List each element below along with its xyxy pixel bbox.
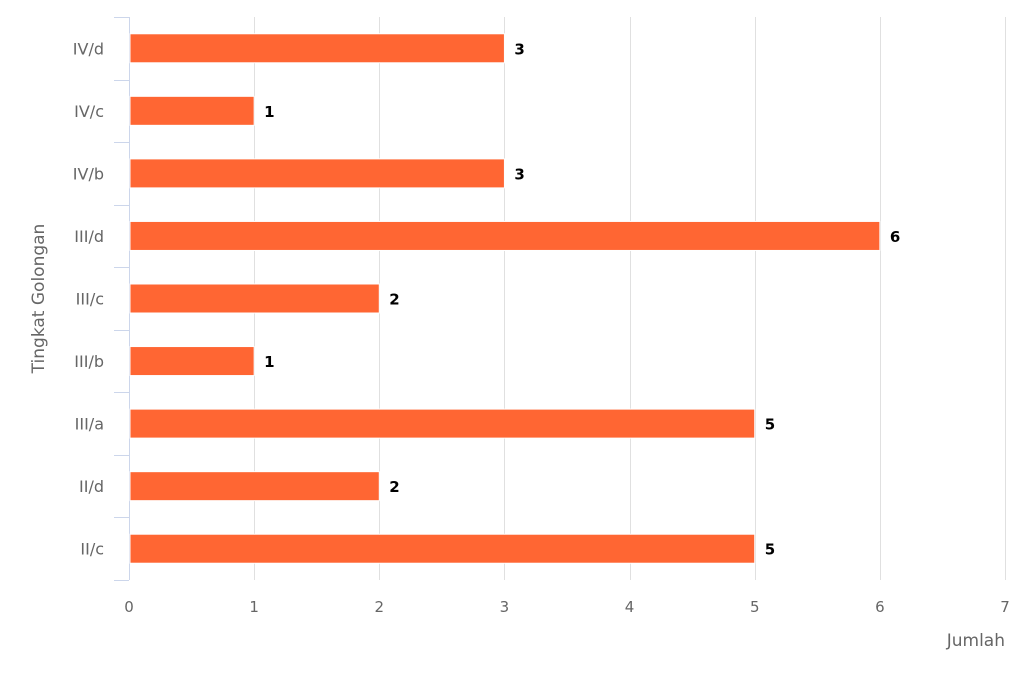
y-tick-label: III/d <box>74 227 104 246</box>
data-labels: 3 1 3 6 2 1 5 2 5 <box>264 40 900 558</box>
bar[interactable] <box>129 95 255 126</box>
data-label: 3 <box>514 165 524 183</box>
y-tick-label: IV/d <box>73 39 104 58</box>
grid-lines <box>254 17 1006 580</box>
data-label: 1 <box>264 353 274 371</box>
x-tick-label: 0 <box>124 598 134 616</box>
x-tick-label: 6 <box>875 598 885 616</box>
y-tick-label: III/c <box>76 290 104 309</box>
data-label: 5 <box>765 416 775 434</box>
bar[interactable] <box>129 346 255 377</box>
y-tick-label: II/c <box>80 540 104 559</box>
bar[interactable] <box>129 33 505 64</box>
x-tick-label: 2 <box>375 598 385 616</box>
data-label: 3 <box>514 40 524 58</box>
data-label: 2 <box>389 291 399 309</box>
x-tick-label: 5 <box>750 598 760 616</box>
bar[interactable] <box>129 408 756 439</box>
data-label: 6 <box>890 228 900 246</box>
bar[interactable] <box>129 158 505 189</box>
x-axis-title: Jumlah <box>946 631 1005 651</box>
bar[interactable] <box>129 283 380 314</box>
x-tick-label: 7 <box>1000 598 1010 616</box>
x-tick-label: 1 <box>249 598 259 616</box>
data-label: 5 <box>765 541 775 559</box>
bar[interactable] <box>129 533 756 564</box>
y-tick-label: III/a <box>75 415 104 434</box>
y-tick-label: IV/b <box>73 164 104 183</box>
x-tick-label: 3 <box>500 598 510 616</box>
bar[interactable] <box>129 220 881 251</box>
y-tick-label: II/d <box>79 477 104 496</box>
y-axis-title: Tingkat Golongan <box>29 224 49 375</box>
data-label: 2 <box>389 478 399 496</box>
y-tick-label: IV/c <box>74 102 104 121</box>
bar[interactable] <box>129 471 380 502</box>
bar-series <box>129 33 881 564</box>
y-tick-label: III/b <box>74 352 104 371</box>
data-label: 1 <box>264 103 274 121</box>
x-tick-label: 4 <box>625 598 635 616</box>
